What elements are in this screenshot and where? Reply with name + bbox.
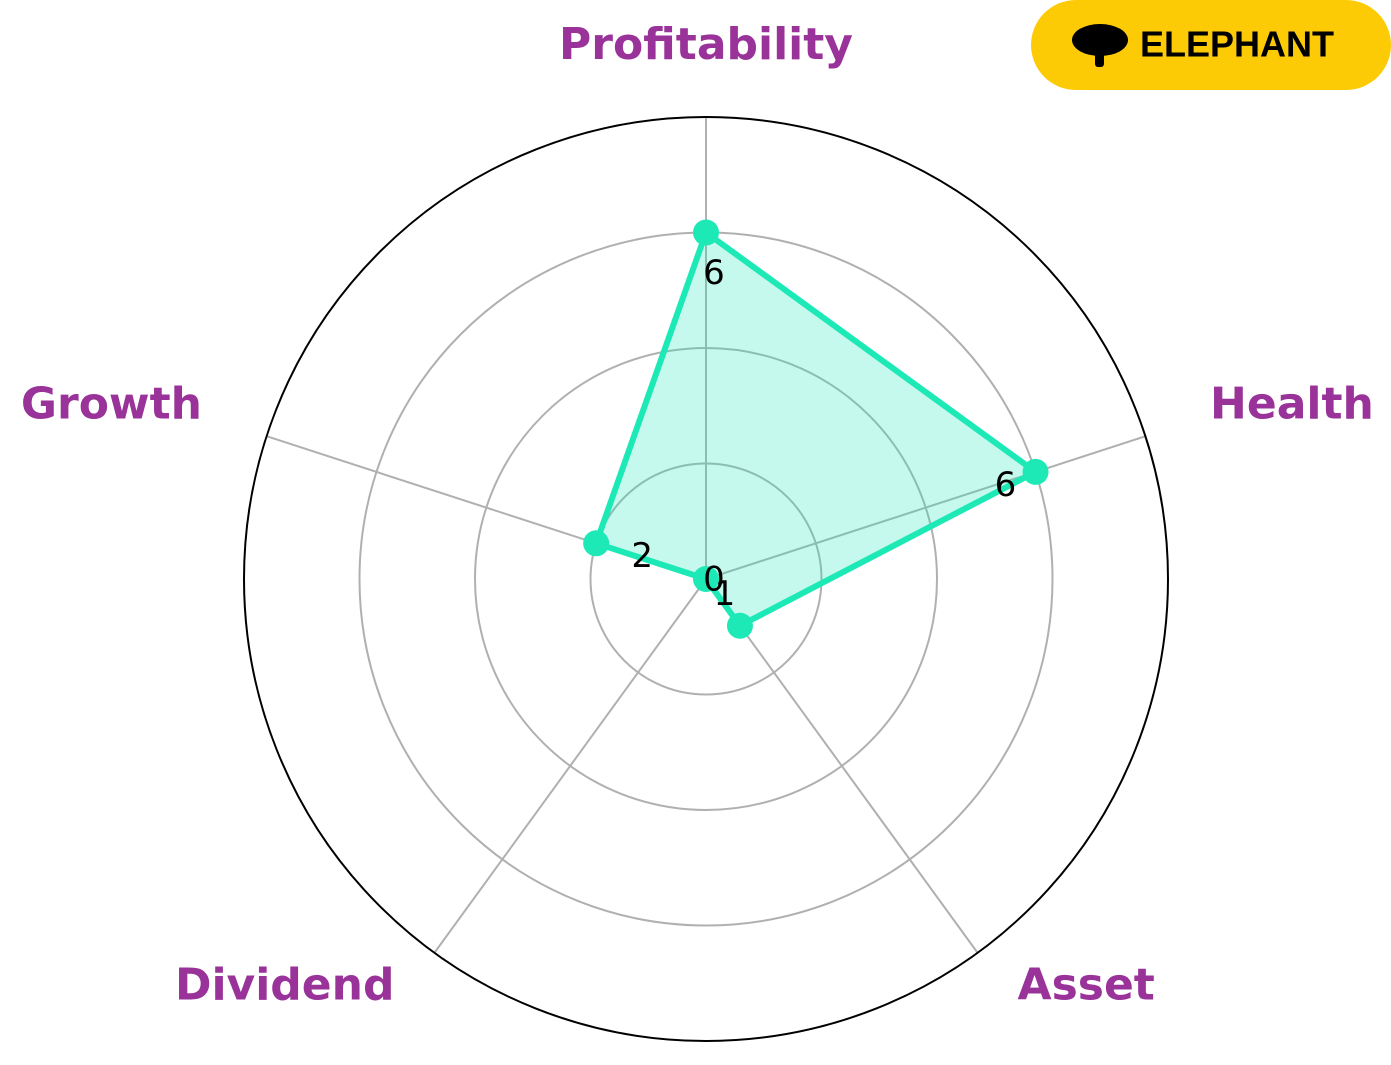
value-label: 6 [703,253,725,293]
logo-icon [1072,24,1128,67]
category-label: Growth [21,378,202,429]
grid-spoke [705,435,1146,580]
frame [243,116,1169,1042]
point [693,566,719,592]
logo-text: ELEPHANT [1140,24,1334,65]
value-label: 0 [703,560,725,600]
category-label: Dividend [175,960,395,1011]
value-label: 6 [995,465,1017,505]
point [726,612,753,639]
category-label: Asset [1018,960,1155,1011]
line [593,229,1039,629]
point [693,219,719,246]
category-label: Profitability [559,19,853,70]
value-label: 1 [714,574,736,614]
point [1022,458,1049,485]
grid-spoke [705,578,979,954]
grid-spoke [433,578,707,954]
logo-badge [1031,0,1391,90]
value-label: 2 [631,536,653,576]
category-label: Health [1210,378,1374,429]
point [583,530,610,557]
